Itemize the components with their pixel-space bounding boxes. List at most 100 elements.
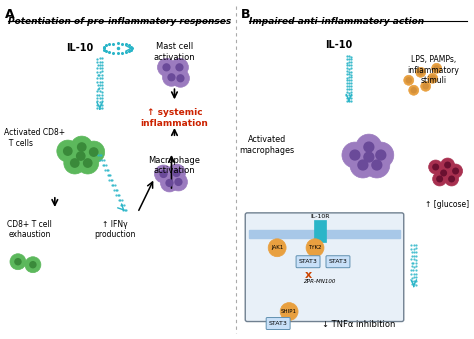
Text: Activated CD8+
  T cells: Activated CD8+ T cells — [4, 128, 65, 147]
Text: Impaired anti-inflammatory action: Impaired anti-inflammatory action — [249, 18, 424, 26]
FancyBboxPatch shape — [326, 256, 350, 268]
Circle shape — [15, 259, 21, 265]
Circle shape — [163, 68, 181, 86]
Text: ↓ TNFα inhibition: ↓ TNFα inhibition — [322, 320, 396, 329]
Circle shape — [157, 58, 175, 76]
Circle shape — [168, 74, 175, 81]
Circle shape — [78, 143, 86, 151]
Circle shape — [448, 164, 463, 178]
Circle shape — [358, 160, 368, 170]
Circle shape — [177, 75, 184, 82]
Text: ZPR-MN100: ZPR-MN100 — [303, 279, 335, 284]
Text: Activated
macrophages: Activated macrophages — [240, 135, 295, 155]
Circle shape — [171, 58, 189, 76]
Circle shape — [416, 67, 426, 77]
Circle shape — [10, 254, 26, 270]
Text: IL-10: IL-10 — [66, 43, 93, 53]
Circle shape — [268, 239, 286, 257]
Circle shape — [306, 239, 324, 257]
Circle shape — [356, 134, 382, 160]
Circle shape — [57, 140, 79, 162]
Circle shape — [364, 152, 390, 178]
Circle shape — [160, 171, 167, 177]
Circle shape — [350, 150, 360, 160]
Bar — [249, 230, 400, 238]
Text: LPS, PAMPs,
inflammatory
stimuli: LPS, PAMPs, inflammatory stimuli — [408, 55, 460, 85]
Circle shape — [428, 160, 443, 174]
Circle shape — [25, 257, 41, 273]
Circle shape — [172, 69, 190, 87]
Circle shape — [30, 262, 36, 268]
Text: STAT3: STAT3 — [299, 259, 318, 264]
Circle shape — [437, 166, 451, 180]
Text: CD8+ T cell
exhaustion: CD8+ T cell exhaustion — [8, 220, 52, 239]
Text: STAT3: STAT3 — [328, 259, 347, 264]
Circle shape — [445, 162, 450, 168]
Circle shape — [77, 152, 85, 160]
Circle shape — [428, 73, 438, 83]
Circle shape — [409, 85, 419, 95]
Circle shape — [445, 172, 458, 186]
Circle shape — [155, 165, 173, 183]
Circle shape — [453, 168, 458, 174]
Circle shape — [364, 152, 374, 162]
Circle shape — [90, 148, 98, 156]
Text: IL-10: IL-10 — [325, 40, 353, 51]
Circle shape — [434, 66, 439, 71]
Circle shape — [449, 176, 455, 182]
Circle shape — [430, 76, 435, 81]
Circle shape — [432, 63, 442, 73]
FancyBboxPatch shape — [245, 213, 404, 321]
Circle shape — [170, 173, 187, 191]
Text: ↑ [glucose]: ↑ [glucose] — [425, 200, 469, 209]
FancyBboxPatch shape — [296, 256, 320, 268]
Text: ↑ IFNγ
production: ↑ IFNγ production — [94, 220, 136, 239]
Circle shape — [433, 172, 447, 186]
Circle shape — [368, 142, 394, 168]
Circle shape — [167, 164, 185, 182]
Circle shape — [418, 70, 423, 75]
Circle shape — [372, 160, 382, 170]
Circle shape — [70, 145, 91, 167]
Text: A: A — [5, 8, 15, 21]
Circle shape — [423, 84, 428, 89]
Circle shape — [77, 152, 99, 174]
Circle shape — [83, 141, 105, 163]
Circle shape — [161, 174, 178, 192]
Circle shape — [437, 176, 442, 182]
Circle shape — [406, 78, 411, 83]
Circle shape — [163, 64, 170, 71]
Text: SHIP1: SHIP1 — [281, 309, 297, 314]
Text: Mast cell
activation: Mast cell activation — [154, 42, 195, 62]
Circle shape — [280, 303, 298, 321]
Text: x: x — [304, 270, 311, 280]
Text: B: B — [241, 8, 251, 21]
Text: Potentiation of pro-inflammatory responses: Potentiation of pro-inflammatory respons… — [8, 18, 231, 26]
Text: JAK1: JAK1 — [271, 245, 283, 250]
Circle shape — [175, 179, 182, 185]
Bar — [314, 220, 326, 242]
Circle shape — [173, 170, 180, 176]
Circle shape — [342, 142, 368, 168]
Text: TYK2: TYK2 — [308, 245, 322, 250]
Text: IL-10R: IL-10R — [310, 214, 330, 219]
Circle shape — [376, 150, 386, 160]
Circle shape — [421, 81, 431, 91]
Circle shape — [433, 164, 438, 170]
Circle shape — [71, 136, 93, 158]
Circle shape — [166, 180, 173, 186]
Circle shape — [441, 170, 447, 176]
Circle shape — [176, 64, 183, 71]
Circle shape — [350, 152, 376, 178]
Circle shape — [64, 147, 72, 155]
Circle shape — [404, 75, 414, 85]
Circle shape — [83, 159, 92, 167]
Text: Macrophage
activation: Macrophage activation — [148, 156, 201, 176]
Circle shape — [441, 158, 455, 172]
Text: STAT3: STAT3 — [269, 321, 288, 326]
Circle shape — [356, 144, 382, 170]
Circle shape — [411, 88, 416, 93]
Circle shape — [64, 152, 86, 174]
Text: ↑ systemic
inflammation: ↑ systemic inflammation — [140, 108, 209, 127]
FancyBboxPatch shape — [266, 318, 290, 330]
